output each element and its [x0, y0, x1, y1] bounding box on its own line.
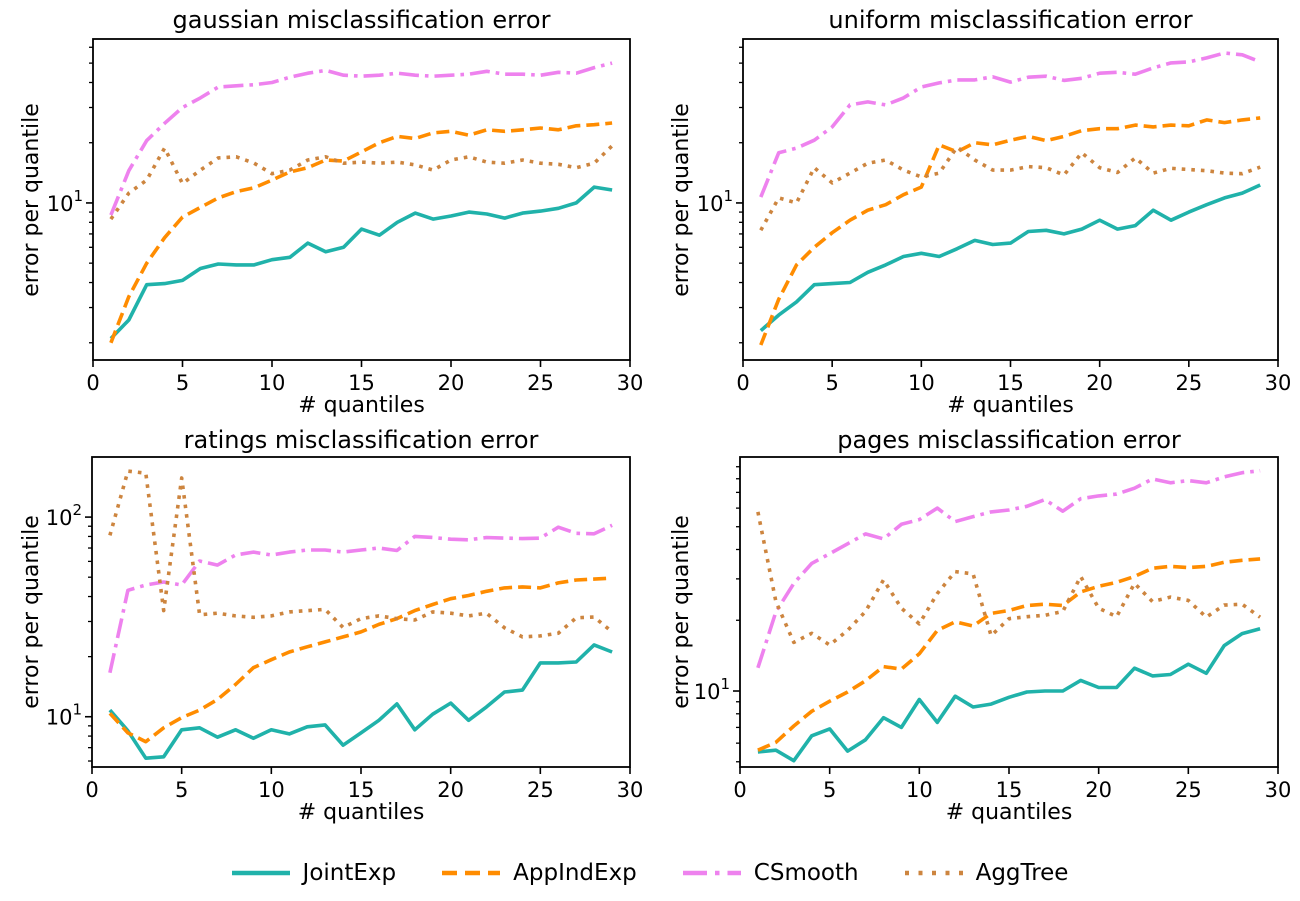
legend-label: JointExp: [302, 860, 397, 886]
plot-area-uniform: 0 5 10 15 20 25 30 101: [697, 38, 1292, 395]
y-tick-label: 102: [46, 501, 82, 530]
series-line-appindexp-pages: [757, 557, 1261, 752]
chart-title-ratings: ratings misclassification error: [183, 426, 539, 454]
legend-label: CSmooth: [753, 860, 859, 886]
axes-spines: [742, 38, 1279, 361]
x-tick-label: 0: [733, 778, 746, 802]
plot-area-ratings: 0 5 10 15 20 25 30 101 102: [46, 456, 644, 802]
x-tick-label: 10: [258, 778, 285, 802]
x-tick-label: 5: [175, 778, 188, 802]
y-tick-label: 101: [47, 187, 83, 216]
legend-item-jointexp: JointExp: [231, 860, 397, 886]
x-tick-label: 20: [437, 778, 464, 802]
series-line-csmooth-uniform: [759, 51, 1261, 198]
x-tick-label: 0: [86, 371, 99, 395]
legend: JointExp AppIndExp CSmooth AggTree: [0, 845, 1300, 901]
x-axis-label: # quantiles: [947, 393, 1074, 418]
x-tick-label: 15: [996, 778, 1023, 802]
series-line-aggtree-ratings: [108, 469, 614, 639]
series-line-jointexp-uniform: [759, 183, 1261, 332]
x-tick-label: 30: [617, 778, 644, 802]
x-axis-label: # quantiles: [297, 800, 425, 825]
x-tick-label: 0: [736, 371, 749, 395]
x-tick-label: 25: [527, 371, 554, 395]
chart-uniform: uniform misclassification error error pe…: [650, 0, 1300, 430]
axes-spines: [739, 456, 1279, 768]
chart-pages: pages misclassification error error per …: [650, 426, 1300, 845]
x-tick-label: 5: [825, 371, 838, 395]
x-tick-label: 5: [176, 371, 189, 395]
chart-title-gaussian: gaussian misclassification error: [172, 6, 551, 34]
legend-solid-line-icon: [231, 870, 290, 876]
chart-ratings: ratings misclassification error error pe…: [0, 426, 650, 845]
x-tick-label: 10: [259, 371, 286, 395]
x-axis-label: # quantiles: [298, 393, 425, 418]
x-tick-label: 20: [1085, 778, 1112, 802]
x-tick-label: 0: [85, 778, 98, 802]
series-line-aggtree-gaussian: [109, 144, 614, 221]
x-tick-label: 15: [348, 371, 375, 395]
legend-label: AppIndExp: [513, 860, 637, 886]
plot-area-pages: 0 5 10 15 20 25 30 101: [694, 456, 1292, 802]
series-line-appindexp-uniform: [759, 116, 1261, 346]
chart-title-pages: pages misclassification error: [837, 426, 1181, 454]
axes-spines: [92, 38, 631, 361]
x-tick-label: 30: [1265, 371, 1292, 395]
series-line-jointexp-pages: [757, 627, 1261, 763]
x-tick-label: 15: [997, 371, 1024, 395]
series-line-appindexp-ratings: [108, 576, 613, 744]
x-tick-label: 20: [438, 371, 465, 395]
x-tick-label: 25: [1175, 778, 1202, 802]
series-line-jointexp-ratings: [108, 643, 613, 761]
x-tick-label: 5: [823, 778, 836, 802]
x-tick-label: 10: [908, 371, 935, 395]
legend-item-csmooth: CSmooth: [682, 860, 859, 886]
y-tick-label: 101: [697, 187, 733, 216]
legend-label: AggTree: [975, 860, 1069, 886]
legend-dashed-line-icon: [442, 870, 501, 876]
series-line-csmooth-gaussian: [109, 61, 613, 216]
legend-dotted-line-icon: [904, 870, 963, 876]
x-tick-label: 15: [348, 778, 375, 802]
x-tick-label: 25: [1175, 371, 1202, 395]
series-line-jointexp-gaussian: [109, 185, 613, 340]
plot-area-gaussian: 0 5 10 15 20 25 30 101: [47, 38, 644, 395]
y-tick-label: 101: [46, 701, 82, 730]
series-line-appindexp-gaussian: [109, 121, 613, 344]
legend-item-appindexp: AppIndExp: [442, 860, 637, 886]
series-line-csmooth-ratings: [108, 523, 613, 674]
series-line-aggtree-uniform: [759, 145, 1261, 232]
x-tick-label: 25: [527, 778, 554, 802]
x-tick-label: 20: [1086, 371, 1113, 395]
x-tick-label: 10: [906, 778, 933, 802]
axes-spines: [91, 456, 631, 768]
y-tick-label: 101: [694, 675, 730, 704]
x-tick-label: 30: [617, 371, 644, 395]
chart-gaussian: gaussian misclassification error error p…: [0, 0, 650, 430]
x-axis-label: # quantiles: [945, 800, 1073, 825]
series-line-aggtree-pages: [756, 511, 1262, 647]
legend-item-aggtree: AggTree: [904, 860, 1069, 886]
x-tick-label: 30: [1265, 778, 1292, 802]
series-line-csmooth-pages: [756, 468, 1261, 669]
chart-title-uniform: uniform misclassification error: [828, 6, 1193, 34]
legend-dashdot-line-icon: [682, 870, 741, 876]
